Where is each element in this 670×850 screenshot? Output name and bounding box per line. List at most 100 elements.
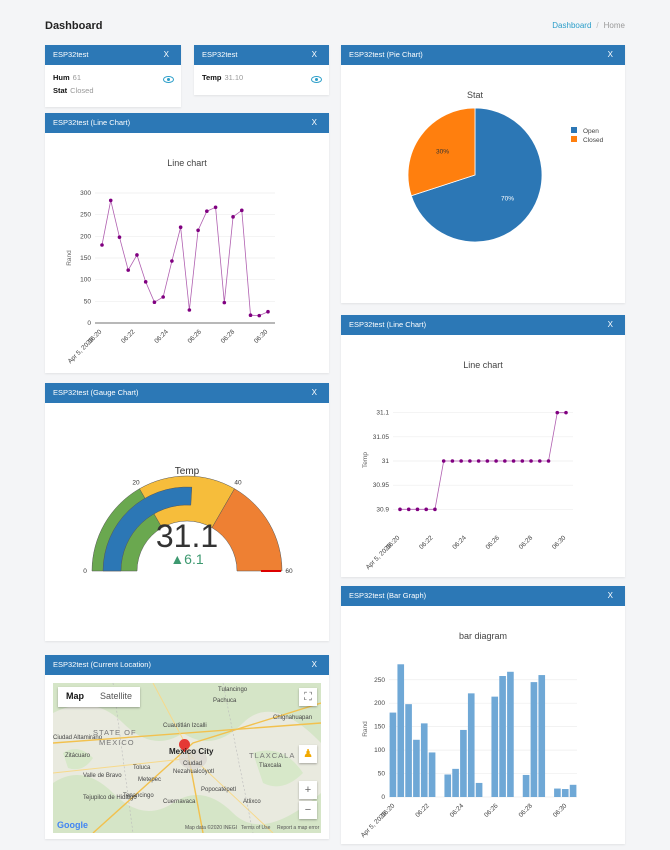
map-report-link[interactable]: Report a map error bbox=[277, 825, 320, 831]
map-label: Cuernavaca bbox=[163, 799, 196, 805]
bar-card: ESP32test (Bar Graph) X bar diagram Rand 0… bbox=[341, 586, 625, 844]
bar bbox=[507, 671, 514, 797]
data-point bbox=[537, 459, 542, 463]
map-card: ESP32test (Current Location) X Map Satel… bbox=[45, 655, 329, 839]
temp-card-close-button[interactable]: X bbox=[311, 50, 317, 59]
eye-icon[interactable] bbox=[163, 76, 174, 83]
data-point bbox=[555, 410, 560, 415]
data-point bbox=[213, 205, 218, 210]
map-tab-map[interactable]: Map bbox=[66, 691, 84, 701]
temp-label: Temp bbox=[202, 73, 222, 82]
map-attribution: Map data ©2020 INEGI bbox=[185, 825, 238, 831]
gauge-chart: Temp 0 20 40 60 31.1▲6.1 bbox=[83, 466, 293, 575]
pie-card-header: ESP32test (Pie Chart) X bbox=[341, 45, 625, 65]
temp-card-title: ESP32test bbox=[202, 50, 238, 59]
zoom-out-button[interactable]: − bbox=[299, 801, 317, 819]
x-tick-label: 06:28 bbox=[518, 802, 535, 819]
gauge-card-close-button[interactable]: X bbox=[311, 388, 317, 397]
y-tick-label: 31.1 bbox=[376, 410, 389, 417]
breadcrumb: Dashboard / Home bbox=[552, 21, 625, 30]
map-view[interactable]: Map Satellite ⛶ ♟ + − Tulancingo Pachuca… bbox=[53, 683, 321, 833]
gauge-tick-label: 60 bbox=[285, 568, 293, 575]
map-label: Mexico City bbox=[169, 747, 214, 756]
x-tick-label: Apr 5, 2020 bbox=[67, 336, 96, 365]
line-chart-1-header: ESP32test (Line Chart) X bbox=[45, 113, 329, 133]
x-tick-label: 06:30 bbox=[253, 328, 270, 345]
zoom-in-button[interactable]: + bbox=[299, 781, 317, 799]
pie-chart: Stat 70% 30% Open Closed bbox=[407, 90, 604, 243]
pie-slice bbox=[410, 107, 543, 243]
y-tick-label: 31.05 bbox=[373, 434, 390, 441]
data-point bbox=[468, 459, 472, 463]
map-terrain bbox=[53, 683, 321, 833]
y-tick-label: 150 bbox=[80, 255, 91, 262]
pie-slice bbox=[407, 107, 476, 197]
data-point bbox=[100, 243, 104, 247]
data-point bbox=[161, 295, 165, 299]
hum-card-close-button[interactable]: X bbox=[163, 50, 169, 59]
map-label: Tejupilco de Hidalgo bbox=[83, 795, 137, 801]
gauge-tick-label: 20 bbox=[132, 480, 140, 487]
bar bbox=[475, 782, 483, 797]
map-label: TLAXCALA bbox=[249, 751, 296, 760]
breadcrumb-dashboard[interactable]: Dashboard bbox=[552, 21, 592, 30]
map-tab-satellite[interactable]: Satellite bbox=[100, 691, 133, 701]
map-terms-link[interactable]: Terms of Use bbox=[241, 825, 271, 831]
line-chart-2-close-button[interactable]: X bbox=[607, 320, 613, 329]
data-point bbox=[441, 459, 446, 463]
bar-card-title-bar: ESP32test (Bar Graph) bbox=[349, 591, 427, 600]
pie-card-close-button[interactable]: X bbox=[607, 50, 613, 59]
y-tick-label: 250 bbox=[374, 677, 385, 684]
map-label: Metepec bbox=[138, 777, 162, 783]
pie-slice-label: 70% bbox=[501, 196, 514, 203]
fullscreen-icon[interactable]: ⛶ bbox=[299, 688, 317, 706]
data-point bbox=[126, 268, 131, 272]
pie-card: ESP32test (Pie Chart) X Stat 70% 30% Open Cl… bbox=[341, 45, 625, 303]
line-chart-2-header: ESP32test (Line Chart) X bbox=[341, 315, 625, 335]
map-label: Pachuca bbox=[213, 698, 237, 704]
data-point bbox=[476, 459, 481, 463]
legend-swatch bbox=[571, 136, 577, 142]
data-point bbox=[433, 507, 437, 512]
x-tick-label: 06:22 bbox=[120, 328, 137, 345]
line-chart-1-close-button[interactable]: X bbox=[311, 118, 317, 127]
pegman-icon[interactable]: ♟ bbox=[299, 745, 317, 763]
map-label: Cuautitlán Izcalli bbox=[163, 723, 207, 729]
bar-card-close-button[interactable]: X bbox=[607, 591, 613, 600]
data-point bbox=[450, 459, 455, 463]
bar bbox=[569, 784, 577, 797]
gauge-card-title-bar: ESP32test (Gauge Chart) bbox=[53, 388, 139, 397]
y-tick-label: 30.9 bbox=[376, 506, 389, 513]
temp-value: 31.10 bbox=[224, 73, 244, 82]
bar bbox=[405, 704, 412, 797]
y-tick-label: 200 bbox=[80, 233, 91, 240]
map-label: Atlixco bbox=[243, 799, 261, 805]
stat-value: Closed bbox=[70, 86, 94, 95]
map-card-title: ESP32test (Current Location) bbox=[53, 660, 151, 669]
y-axis-label: Temp bbox=[362, 452, 369, 468]
y-tick-label: 30.95 bbox=[373, 482, 390, 489]
gauge-card-header: ESP32test (Gauge Chart) X bbox=[45, 383, 329, 403]
bar bbox=[554, 788, 561, 797]
data-point bbox=[266, 309, 270, 314]
bar bbox=[452, 768, 459, 797]
x-tick-label: 06:26 bbox=[483, 802, 500, 819]
bar bbox=[420, 723, 428, 797]
eye-icon[interactable] bbox=[311, 76, 322, 83]
google-logo: Google bbox=[57, 820, 88, 830]
data-point bbox=[178, 225, 183, 230]
map-label: Tlaxcala bbox=[259, 763, 282, 769]
hum-value: 61 bbox=[72, 73, 82, 82]
map-card-close-button[interactable]: X bbox=[311, 660, 317, 669]
gauge-card: ESP32test (Gauge Chart) X Temp 0 20 40 60 31.… bbox=[45, 383, 329, 641]
data-point bbox=[152, 300, 157, 304]
data-point bbox=[564, 410, 568, 415]
temp-card: ESP32test X Temp 31.10 bbox=[194, 45, 329, 95]
x-tick-label: 06:28 bbox=[518, 534, 535, 551]
pie-slice-label: 30% bbox=[436, 148, 449, 155]
y-tick-label: 50 bbox=[84, 298, 92, 305]
bar bbox=[397, 664, 405, 797]
gauge-title: Temp bbox=[175, 466, 200, 477]
series-line bbox=[101, 200, 269, 317]
